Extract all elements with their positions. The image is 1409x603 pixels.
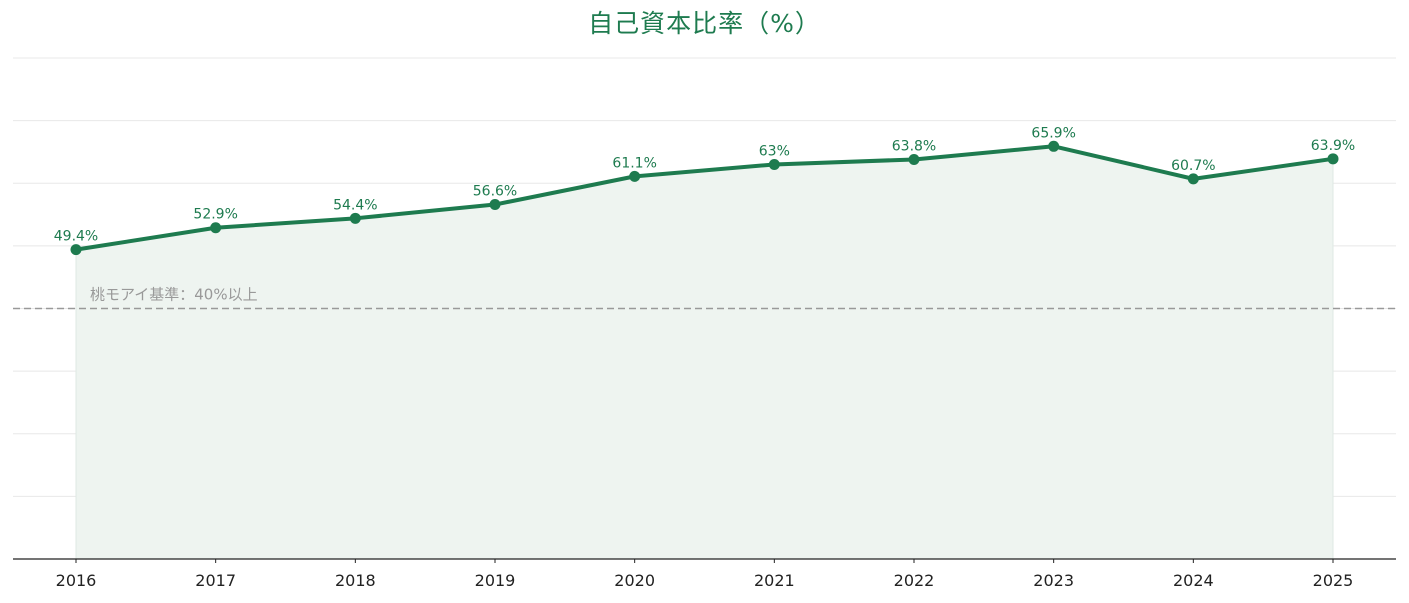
data-point [210,222,222,234]
data-point [908,153,920,165]
x-tick-label: 2025 [1313,571,1354,590]
data-label: 52.9% [193,207,237,223]
x-tick-label: 2024 [1173,571,1214,590]
data-label: 63% [759,143,790,159]
reference-line-label: 桃モアイ基準：40%以上 [90,286,258,304]
data-point [489,199,501,211]
data-label: 60.7% [1171,158,1215,174]
x-tick-label: 2017 [195,571,236,590]
data-point [629,170,641,182]
x-tick-label: 2019 [475,571,516,590]
data-point [1327,153,1339,165]
x-tick-label: 2018 [335,571,376,590]
area-fill [76,146,1333,559]
data-label: 61.1% [612,155,656,171]
x-tick-label: 2016 [56,571,97,590]
data-point [1048,140,1060,152]
data-point [349,212,361,224]
x-tick-label: 2022 [894,571,935,590]
chart-title: 自己資本比率（%） [588,9,821,38]
data-label: 54.4% [333,197,377,213]
x-tick-label: 2021 [754,571,795,590]
data-label: 65.9% [1031,125,1075,141]
series-line [74,144,1335,252]
data-label: 63.9% [1311,138,1355,154]
data-label: 63.8% [892,138,936,154]
x-tick-label: 2023 [1033,571,1074,590]
data-point [1187,173,1199,185]
x-tick-label: 2020 [614,571,655,590]
data-label: 49.4% [54,229,98,245]
data-label: 56.6% [473,184,517,200]
data-point [768,158,780,170]
data-point [70,244,82,256]
